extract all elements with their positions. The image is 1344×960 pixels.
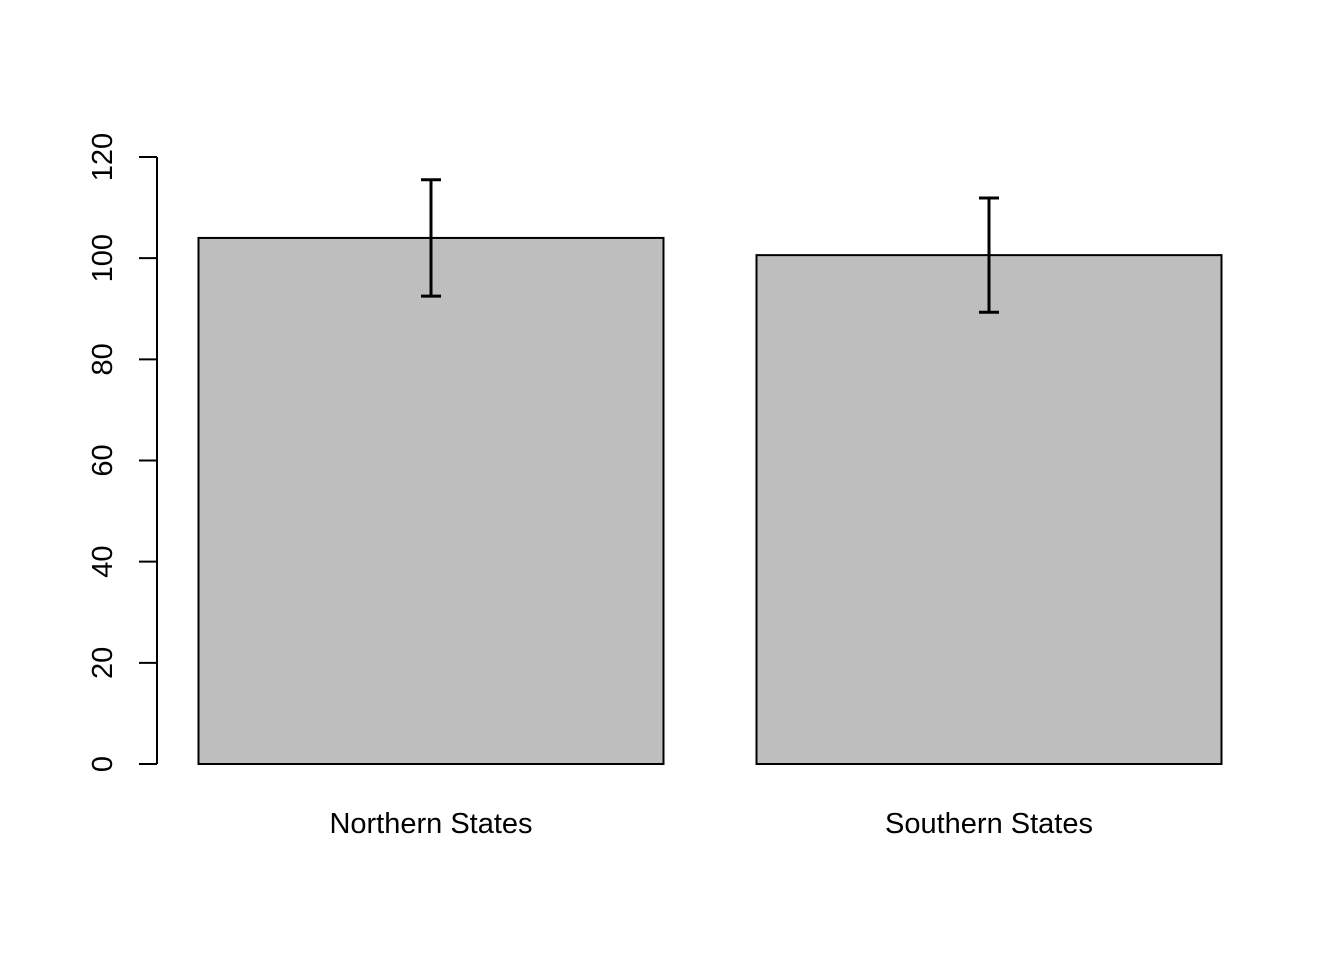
y-tick-label: 20 bbox=[87, 647, 119, 679]
y-tick-label: 100 bbox=[87, 234, 119, 282]
error-bar-northern-states bbox=[421, 178, 441, 298]
y-tick-label: 0 bbox=[87, 756, 119, 772]
y-axis: 0 20 40 60 80 100 120 bbox=[87, 133, 158, 772]
bars-layer bbox=[197, 236, 1223, 766]
y-tick-label: 40 bbox=[87, 546, 119, 578]
x-tick-label: Northern States bbox=[329, 808, 532, 840]
error-bar-southern-states bbox=[979, 196, 999, 314]
y-tick-label: 120 bbox=[87, 133, 119, 181]
y-tick-label: 60 bbox=[87, 444, 119, 476]
x-tick-label: Southern States bbox=[885, 808, 1093, 840]
y-tick-label: 80 bbox=[87, 343, 119, 375]
bar-northern-states bbox=[197, 236, 665, 765]
bar-southern-states bbox=[755, 254, 1223, 766]
x-axis-labels: Northern States Southern States bbox=[329, 808, 1093, 840]
error-bars-layer bbox=[421, 178, 999, 314]
